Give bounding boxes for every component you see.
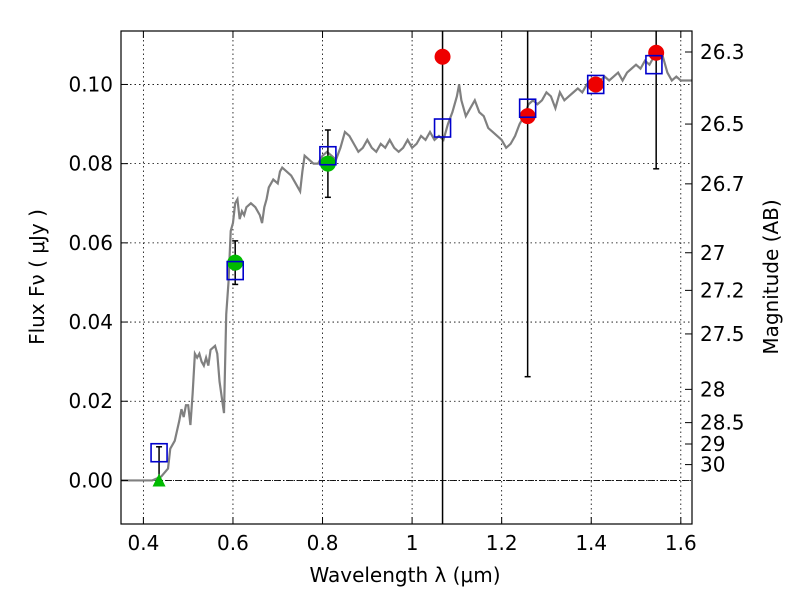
x-tick-label: 1.2 (486, 531, 518, 555)
x-tick-label: 0.8 (307, 531, 339, 555)
model-point (319, 145, 337, 166)
x-tick-label: 0.6 (217, 531, 249, 555)
plot-frame (120, 30, 693, 525)
y-tick-label: 0.04 (68, 310, 113, 334)
right-tick-label: 26.5 (700, 112, 745, 136)
model-point (586, 74, 605, 95)
spectrum-layer (121, 51, 692, 482)
model-point (433, 118, 452, 138)
right-tick-label: 30 (700, 453, 725, 477)
right-tick-label: 27 (700, 241, 725, 265)
right-axis-label: Magnitude (AB) (759, 199, 783, 354)
right-tick-label: 28 (700, 377, 725, 401)
axes-layer: 0.4 0.6 0.8 1 1.2 1.4 1.6 0.00 0.02 0.04 0.06 0.08 0… (68, 30, 745, 555)
right-tick-label: 26.3 (700, 40, 745, 64)
x-tick-label: 1.4 (575, 531, 607, 555)
right-tick-label: 27.5 (700, 322, 745, 346)
data-point (519, 108, 536, 125)
right-tick-label: 27.2 (700, 278, 745, 302)
data-point (648, 44, 665, 61)
model-point (518, 98, 537, 119)
model-point (226, 260, 244, 281)
y-tick-label: 0.06 (68, 231, 113, 255)
x-tick-label: 0.4 (127, 531, 159, 555)
data-point (587, 76, 604, 93)
model-point (645, 54, 663, 75)
upper-limit-marker (152, 473, 166, 487)
right-tick-label: 28.5 (700, 411, 745, 435)
data-point (319, 155, 336, 172)
x-tick-label: 1.6 (665, 531, 697, 555)
y-tick-label: 0.02 (68, 389, 113, 413)
spectrum-line (121, 51, 692, 482)
right-tick-label: 26.7 (700, 172, 745, 196)
x-tick-label: 1 (406, 531, 419, 555)
data-point (227, 254, 244, 271)
y-tick-label: 0.08 (68, 152, 113, 176)
y-axis-label: Flux Fν ( μJy ) (25, 209, 49, 345)
right-tick-label: 29 (700, 432, 725, 456)
data-point (434, 48, 451, 65)
x-axis-label: Wavelength λ (μm) (309, 563, 500, 587)
y-tick-label: 0.10 (68, 72, 113, 96)
y-tick-label: 0.00 (68, 468, 113, 492)
grid-layer (121, 31, 692, 524)
marker-layer (150, 31, 665, 524)
model-point (150, 442, 168, 463)
